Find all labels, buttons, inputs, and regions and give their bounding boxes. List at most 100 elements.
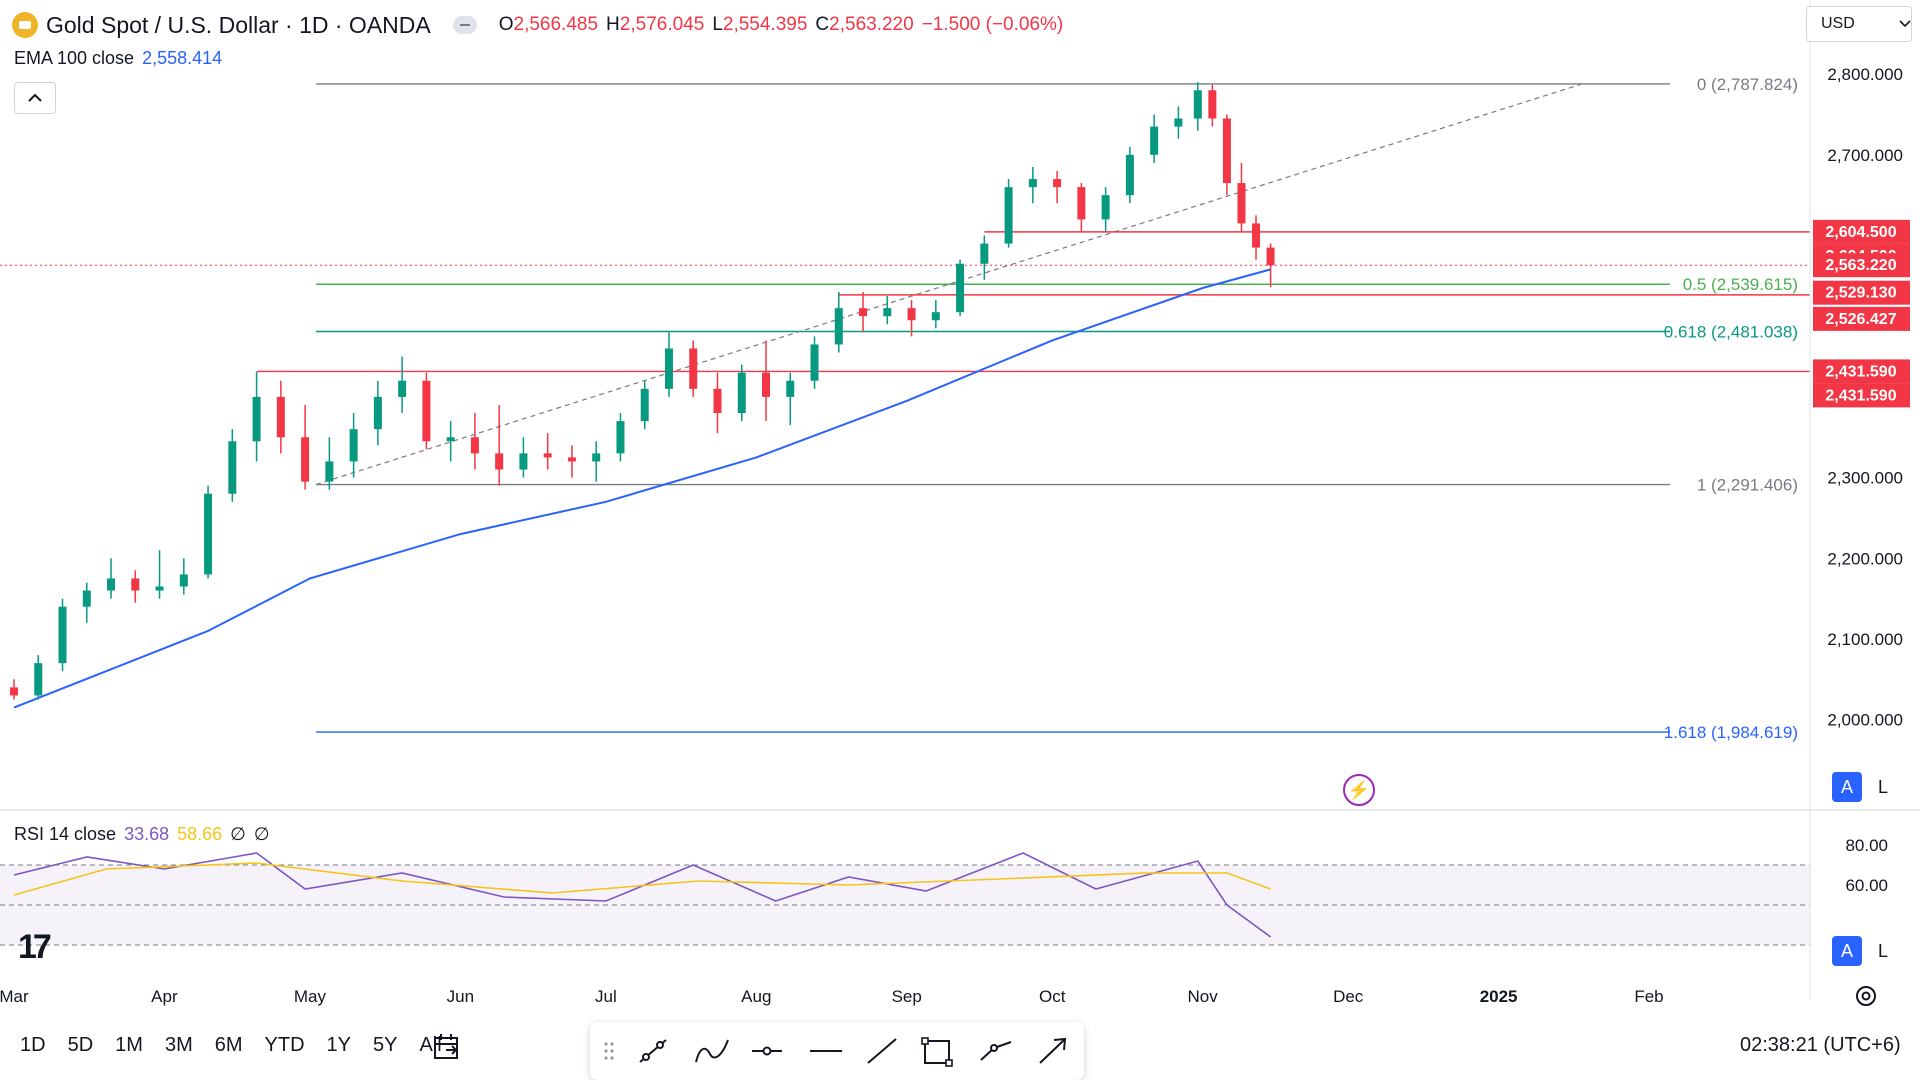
fib-level-label: 0 (2,787.824) [1697, 75, 1798, 94]
log-scale-button[interactable]: L [1868, 772, 1898, 802]
timeframe-1y[interactable]: 1Y [326, 1034, 352, 1056]
y-axis-tick-label: 2,200.000 [1827, 549, 1903, 568]
candle-body [1053, 179, 1062, 188]
low-label: L [712, 14, 723, 35]
drawing-toolbar [590, 1022, 1084, 1080]
currency-label: USD [1821, 15, 1855, 32]
ray-icon[interactable] [750, 1036, 784, 1066]
price-tag: 2,431.590 [1813, 383, 1910, 408]
candle-body [956, 263, 965, 313]
candle [907, 300, 916, 337]
x-axis-tick-label: Sep [892, 987, 922, 1006]
horizontal-line-icon[interactable] [808, 1036, 844, 1066]
trend-line-icon[interactable] [636, 1036, 670, 1066]
candle [1077, 183, 1086, 232]
candle-body [519, 453, 528, 470]
open-value: 2,566.485 [513, 14, 599, 35]
candle-body [543, 453, 552, 458]
candle-body [325, 461, 334, 482]
timeframe-3m[interactable]: 3M [164, 1034, 193, 1056]
bolt-icon[interactable]: ⚡ [1343, 774, 1375, 806]
candle [810, 336, 819, 389]
candle-body [373, 396, 382, 430]
open-label: O [498, 14, 514, 35]
symbol-title[interactable]: Gold Spot / U.S. Dollar · 1D · OANDA [46, 11, 431, 38]
path-icon[interactable] [978, 1036, 1014, 1066]
candle-body [1237, 183, 1246, 224]
fib-level-label: 1.618 (1,984.619) [1664, 723, 1798, 742]
brush-icon[interactable] [692, 1036, 732, 1066]
x-axis-tick-label: Jun [447, 987, 474, 1006]
x-axis-tick-label: Apr [151, 987, 178, 1006]
rsi-value: 33.68 [124, 824, 170, 844]
rectangle-icon[interactable] [920, 1036, 954, 1068]
candle-body [1252, 223, 1261, 248]
timeframe-5d[interactable]: 5D [67, 1034, 94, 1056]
market-status-icon[interactable] [452, 16, 477, 34]
candle [1004, 179, 1013, 248]
high-label: H [606, 14, 620, 35]
arrow-icon[interactable] [1036, 1036, 1070, 1066]
settings-icon[interactable] [1852, 982, 1880, 1010]
candle [664, 332, 673, 397]
calendar-range-icon[interactable] [432, 1032, 462, 1062]
candle [834, 292, 843, 353]
candle [519, 437, 528, 478]
candle [107, 558, 116, 599]
price-tag-label: 2,431.590 [1825, 363, 1896, 380]
timeframe-ytd[interactable]: YTD [264, 1034, 305, 1056]
candle-body [495, 453, 504, 470]
candle [179, 558, 188, 595]
candle-body [980, 243, 989, 264]
candle [762, 340, 771, 422]
candle [495, 404, 504, 486]
price-tag: 2,526.427 [1813, 306, 1910, 331]
price-tag: 2,529.130 [1813, 280, 1910, 305]
rsi-auto-scale-button[interactable]: A [1832, 936, 1862, 966]
candle [1252, 215, 1261, 260]
y-axis-tick-label: 2,800.000 [1827, 65, 1903, 84]
candle-body [470, 437, 479, 454]
auto-scale-button[interactable]: A [1832, 772, 1862, 802]
clock[interactable]: 02:38:21 (UTC+6) [1740, 1034, 1901, 1056]
ema-legend[interactable]: EMA 100 close 2,558.414 [14, 48, 222, 69]
candle-body [107, 578, 116, 591]
collapse-legend-button[interactable] [14, 82, 56, 114]
candle-body [131, 578, 140, 591]
timeframe-1m[interactable]: 1M [115, 1034, 143, 1056]
rsi-ma-line [13, 862, 1271, 896]
rsi-ma-value: 58.66 [177, 824, 223, 844]
drag-handle-icon[interactable] [602, 1036, 616, 1066]
timeframe-1d[interactable]: 1D [20, 1034, 46, 1056]
line-icon[interactable] [864, 1036, 900, 1066]
candle-body [1222, 118, 1231, 184]
candle [1222, 114, 1231, 196]
candle [567, 445, 576, 478]
candle-body [252, 396, 261, 442]
candle-body [1125, 154, 1134, 196]
timeframe-all[interactable]: All [419, 1034, 442, 1056]
candle [640, 380, 649, 430]
candle-body [810, 344, 819, 381]
candle [859, 292, 868, 333]
candle-body [567, 457, 576, 462]
symbol-header: Gold Spot / U.S. Dollar · 1D · OANDA O2,… [12, 10, 1071, 40]
candle-body [1077, 187, 1086, 220]
timeframe-5y[interactable]: 5Y [373, 1034, 398, 1056]
candle [737, 364, 746, 422]
timeframe-6m[interactable]: 6M [214, 1034, 243, 1056]
rsi-legend[interactable]: RSI 14 close 33.68 58.66 ∅ ∅ [14, 824, 270, 845]
currency-selector[interactable]: USD [1806, 6, 1912, 42]
tradingview-logo[interactable]: 17 [18, 928, 52, 966]
candle-body [883, 308, 892, 317]
rsi-label: RSI 14 close [14, 824, 117, 844]
candle-body [82, 590, 91, 607]
candle [883, 296, 892, 325]
candle-body [689, 348, 698, 389]
chevron-down-icon [1899, 20, 1911, 28]
y-axis-tick-label: 2,100.000 [1827, 630, 1903, 649]
candle-body [931, 312, 940, 321]
rsi-log-scale-button[interactable]: L [1868, 936, 1898, 966]
candle [10, 679, 18, 700]
